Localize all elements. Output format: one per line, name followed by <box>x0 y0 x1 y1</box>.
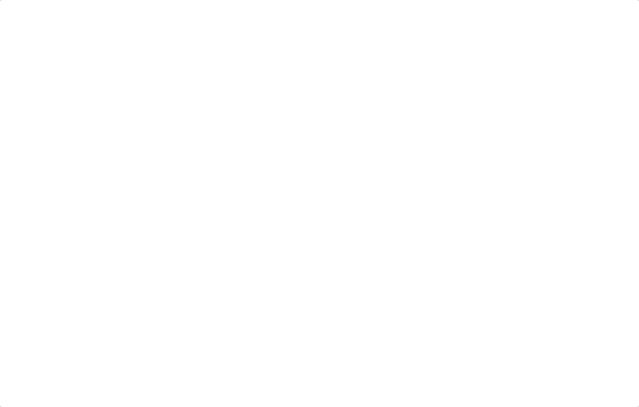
Legend: LLM, RAG, WiM: LLM, RAG, WiM <box>224 57 466 84</box>
Bar <box>518 187 557 350</box>
Bar <box>557 145 595 350</box>
Bar <box>326 147 364 350</box>
Bar <box>134 198 172 350</box>
Bar <box>288 161 326 350</box>
Bar <box>172 176 211 350</box>
Title: Average performance of models across three benchmarks: Average performance of models across thr… <box>57 13 633 31</box>
Bar <box>364 157 403 350</box>
Bar <box>479 220 518 350</box>
Bar <box>95 195 134 350</box>
